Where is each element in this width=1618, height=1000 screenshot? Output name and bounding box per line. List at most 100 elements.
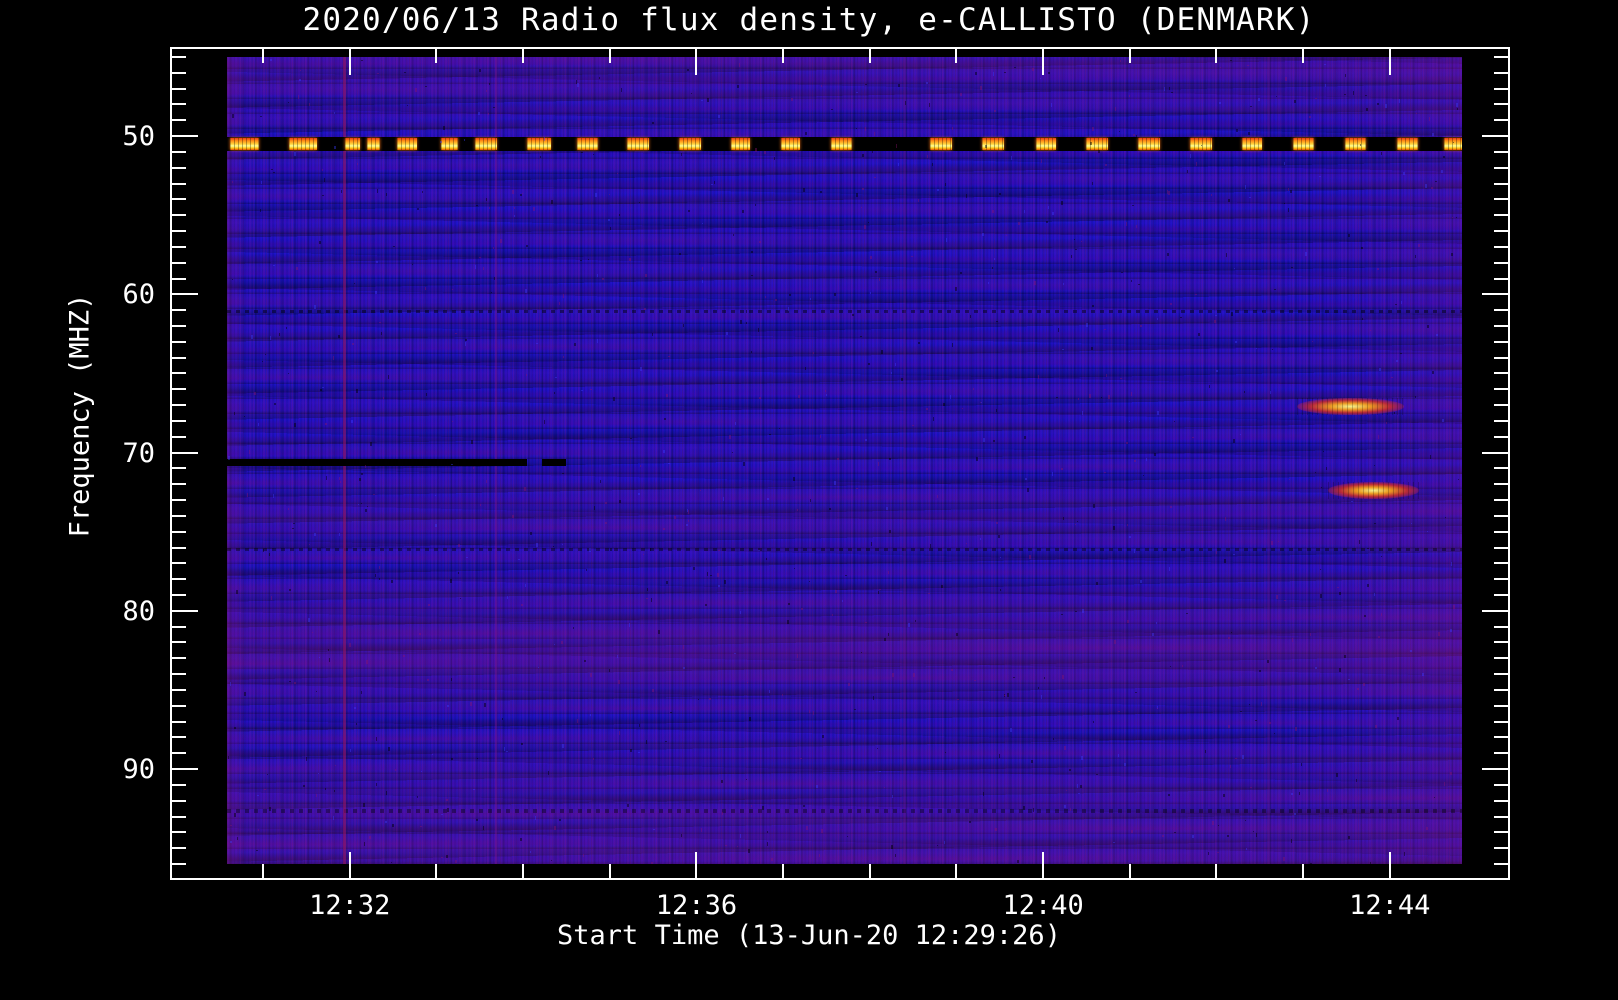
y-tick-minor-right	[1494, 103, 1510, 106]
rfi-solid-line-70mhz-tail	[542, 459, 567, 467]
y-tick-minor	[170, 720, 186, 723]
y-tick-minor-right	[1494, 530, 1510, 533]
x-axis-label: Start Time (13-Jun-20 12:29:26)	[557, 920, 1061, 951]
y-tick-minor-right	[1494, 720, 1510, 723]
y-tick-minor	[170, 309, 186, 312]
y-tick-label: 70	[122, 437, 155, 469]
y-tick-minor	[170, 166, 186, 169]
y-tick-label: 80	[122, 595, 155, 627]
rfi-dash-striping	[1190, 138, 1213, 151]
y-tick-minor	[170, 261, 186, 264]
x-tick-minor	[435, 864, 438, 880]
rfi-dash-segment	[1443, 138, 1462, 151]
rfi-dash-striping	[345, 138, 361, 151]
y-tick-minor-right	[1494, 831, 1510, 834]
y-tick-minor	[170, 419, 186, 422]
y-tick-minor-right	[1494, 71, 1510, 74]
x-tick-minor	[868, 864, 871, 880]
y-tick-minor	[170, 230, 186, 233]
y-tick-minor	[170, 514, 186, 517]
y-tick-minor	[170, 546, 186, 549]
y-tick-minor	[170, 483, 186, 486]
y-tick-minor	[170, 245, 186, 248]
y-tick-label: 90	[122, 754, 155, 786]
x-tick-minor	[1215, 864, 1218, 880]
x-tick-minor	[782, 864, 785, 880]
y-tick-minor	[170, 119, 186, 122]
rfi-dash-striping	[289, 138, 317, 151]
rfi-dash-striping	[1086, 138, 1109, 151]
y-tick-minor	[170, 799, 186, 802]
x-tick-minor-top	[522, 47, 525, 63]
rfi-dash-striping	[982, 138, 1005, 151]
y-tick-minor-right	[1494, 230, 1510, 233]
y-tick-minor	[170, 578, 186, 581]
rfi-dash-striping	[1396, 138, 1418, 151]
y-tick-minor	[170, 87, 186, 90]
vertical-rfi-spike-1238	[904, 57, 907, 864]
y-tick-minor	[170, 657, 186, 660]
rfi-dash-striping	[1242, 138, 1262, 151]
y-tick-minor-right	[1494, 625, 1510, 628]
y-tick-minor	[170, 641, 186, 644]
y-tick-minor-right	[1494, 372, 1510, 375]
y-tick-minor	[170, 404, 186, 407]
x-tick-minor-top	[1128, 47, 1131, 63]
rfi-dash-segment	[781, 138, 801, 151]
y-tick-minor	[170, 847, 186, 850]
y-tick-minor-right	[1494, 815, 1510, 818]
x-tick-minor	[522, 864, 525, 880]
y-tick-minor-right	[1494, 56, 1510, 58]
faint-band-61mhz	[227, 310, 1462, 314]
y-tick-minor	[170, 530, 186, 533]
y-tick-minor-right	[1494, 594, 1510, 596]
y-tick-minor-right	[1494, 166, 1510, 169]
y-tick-minor	[170, 150, 186, 153]
y-tick-minor-right	[1494, 688, 1510, 691]
y-tick-major	[170, 293, 198, 296]
y-tick-minor-right	[1494, 356, 1510, 359]
y-tick-minor-right	[1494, 467, 1510, 470]
rfi-dash-segment	[1190, 138, 1213, 151]
x-tick-label: 12:32	[309, 890, 391, 921]
y-tick-minor-right	[1494, 799, 1510, 802]
y-tick-minor-right	[1494, 435, 1510, 438]
y-tick-major	[170, 609, 198, 612]
y-tick-major-right	[1482, 451, 1510, 454]
y-tick-minor-right	[1494, 309, 1510, 312]
y-tick-major	[170, 768, 198, 771]
y-tick-minor-right	[1494, 546, 1510, 549]
rfi-dash-striping	[475, 138, 498, 151]
y-tick-minor-right	[1494, 261, 1510, 264]
y-tick-minor-right	[1494, 340, 1510, 343]
y-tick-minor	[170, 71, 186, 74]
rfi-dash-striping	[1292, 138, 1314, 151]
rfi-dash-segment	[1138, 138, 1161, 151]
y-tick-minor	[170, 372, 186, 375]
rfi-dash-segment	[527, 138, 551, 151]
x-tick-minor	[262, 864, 265, 880]
y-tick-minor-right	[1494, 150, 1510, 153]
rfi-dash-segment	[576, 138, 598, 151]
y-tick-minor-right	[1494, 499, 1510, 502]
rfi-dash-segment	[982, 138, 1005, 151]
x-tick-major-top	[1388, 47, 1391, 75]
x-tick-minor-top	[955, 47, 958, 63]
y-tick-minor-right	[1494, 87, 1510, 90]
y-tick-minor-right	[1494, 514, 1510, 517]
y-tick-minor	[170, 499, 186, 502]
x-tick-minor	[955, 864, 958, 880]
vertical-rfi-spike-1242	[1268, 57, 1271, 864]
rfi-dash-segment	[1242, 138, 1262, 151]
x-tick-label: 12:44	[1349, 890, 1431, 921]
emission-burst-67mhz	[1297, 398, 1405, 415]
x-tick-minor-top	[782, 47, 785, 63]
y-tick-minor	[170, 673, 186, 676]
y-tick-minor-right	[1494, 578, 1510, 581]
rfi-dash-striping	[527, 138, 551, 151]
rfi-dash-segment	[440, 138, 459, 151]
y-tick-minor-right	[1494, 198, 1510, 201]
rfi-dash-segment	[397, 138, 418, 151]
y-tick-minor	[170, 831, 186, 834]
